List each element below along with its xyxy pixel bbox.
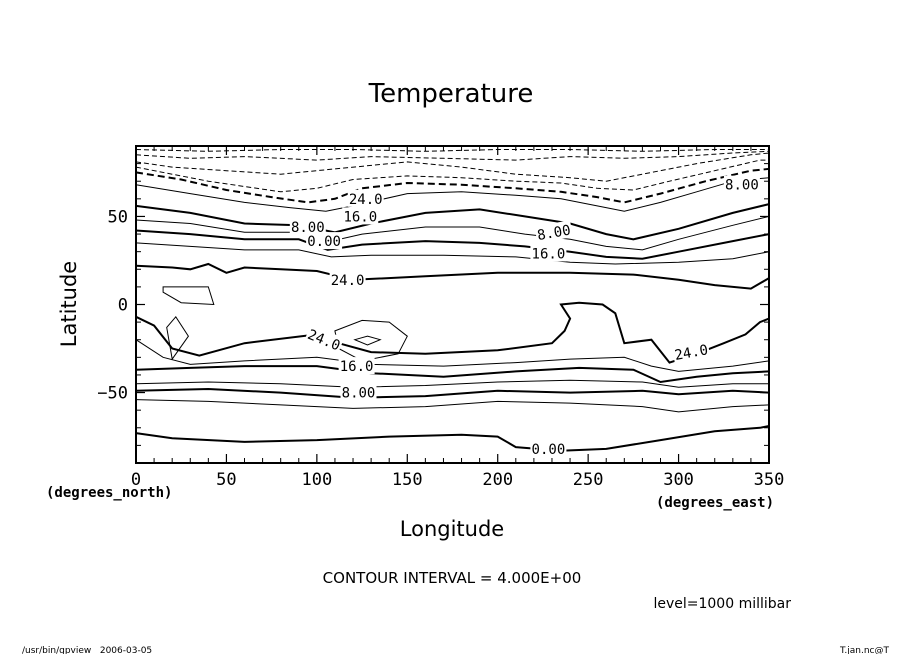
contour-label-5: 16.0 — [530, 244, 567, 262]
contour-line-12 — [166, 315, 190, 361]
contour-label-text: 16.0 — [343, 209, 377, 225]
contour-label-3: 0.00 — [306, 232, 343, 250]
contour-labels: 24.016.08.000.00 8.0016.08.0024.024.016.0… — [289, 175, 760, 458]
level-text: level=1000 millibar — [653, 596, 791, 612]
footer-right: T.jan.nc@T — [839, 646, 890, 654]
contour-label-9: 16.0 — [338, 357, 375, 375]
contour-line-9 — [135, 242, 770, 265]
contour-label-text: 8.00 — [342, 386, 376, 402]
contour-label-2: 8.00 — [289, 218, 326, 236]
contour-label-text: 24.0 — [349, 192, 383, 208]
contour-line-5 — [135, 177, 770, 212]
contour-line-11 — [162, 286, 215, 306]
contour-line-14 — [353, 335, 382, 346]
contour-line-21 — [135, 425, 770, 452]
contour-label-text: 24.0 — [305, 327, 342, 354]
chart-title: Temperature — [368, 79, 534, 109]
contour-line-8 — [135, 229, 770, 260]
contour-line-2 — [135, 152, 770, 182]
contour-line-6 — [135, 203, 770, 241]
contour-label-text: 16.0 — [340, 359, 374, 375]
x-tick-label: 300 — [663, 470, 694, 490]
contour-label-text: 0.00 — [532, 442, 566, 458]
contour-label-text: 8.00 — [536, 222, 572, 244]
y-tick-label: 0 — [118, 296, 128, 316]
contour-label-7: 24.0 — [329, 270, 366, 289]
contour-line-0 — [135, 149, 769, 152]
contour-label-text: 8.00 — [291, 220, 325, 236]
contour-label-text: 24.0 — [673, 342, 709, 364]
contour-line-7 — [135, 215, 770, 251]
contour-label-0: 24.0 — [347, 189, 384, 208]
contour-line-17 — [135, 365, 770, 384]
x-axis-label: Longitude — [400, 517, 504, 541]
y-tick-label: −50 — [97, 384, 128, 404]
contour-line-16 — [135, 339, 770, 372]
contour-label-text: 8.00 — [725, 178, 759, 194]
contour-label-4: 8.00 — [534, 220, 573, 244]
contour-label-6: 8.00 — [723, 175, 760, 194]
contour-label-text: 16.0 — [532, 246, 566, 262]
x-tick-label: 150 — [392, 470, 423, 490]
contour-label-1: 16.0 — [342, 207, 379, 225]
x-tick-label: 250 — [573, 470, 604, 490]
contour-label-10: 8.00 — [340, 383, 377, 402]
contour-line-13 — [334, 319, 408, 362]
contour-line-1 — [135, 150, 770, 161]
contour-label-text: 0.00 — [307, 234, 341, 250]
contour-label-12: 0.00 — [530, 439, 567, 458]
x-tick-label: 0 — [131, 470, 141, 490]
contour-interval-text: CONTOUR INTERVAL = 4.000E+00 — [323, 569, 582, 587]
x-tick-label: 100 — [301, 470, 332, 490]
contour-line-18 — [135, 379, 769, 388]
y-tick-label: 50 — [108, 207, 128, 227]
y-axis-units: (degrees_north) — [46, 485, 172, 501]
contour-line-19 — [135, 387, 770, 399]
footer-left: /usr/bin/gpview 2006-03-05 — [22, 646, 152, 654]
x-tick-label: 50 — [216, 470, 236, 490]
y-axis-label: Latitude — [57, 261, 81, 347]
contour-line-20 — [135, 399, 770, 413]
x-tick-label: 350 — [754, 470, 785, 490]
contour-lines — [135, 149, 770, 452]
axis-ticks: 0 50 100 150 200 250 300 350 50 0 −50 — [97, 146, 784, 490]
plot-frame — [135, 145, 770, 464]
contour-label-text: 24.0 — [331, 273, 365, 289]
contour-line-3 — [135, 159, 769, 193]
contour-label-11: 24.0 — [671, 340, 711, 364]
contour-line-10 — [135, 262, 770, 290]
contour-line-4 — [135, 167, 770, 204]
x-axis-units: (degrees_east) — [656, 495, 774, 511]
x-tick-label: 200 — [482, 470, 513, 490]
